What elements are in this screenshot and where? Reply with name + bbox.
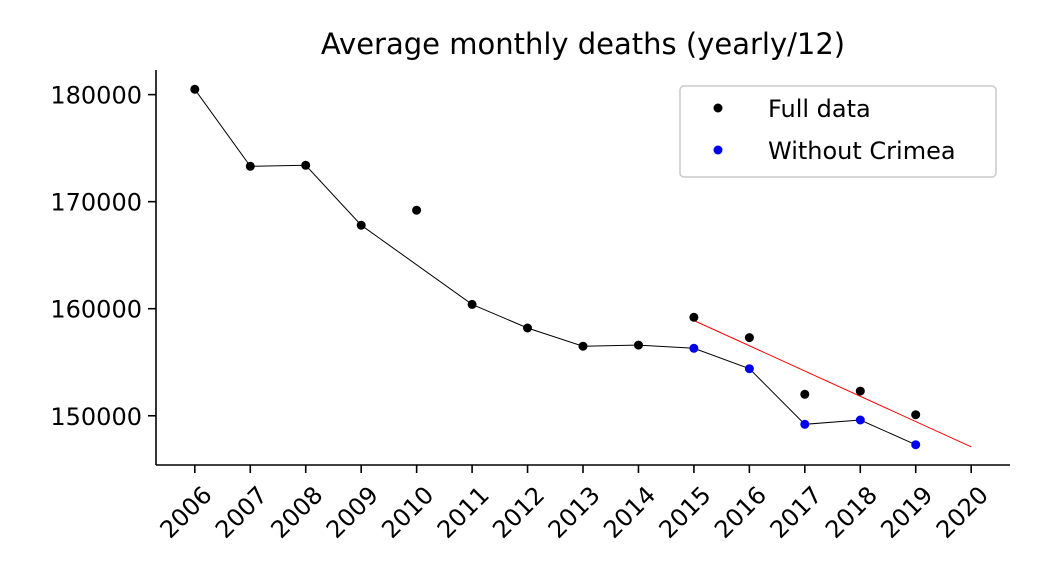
x-tick-label: 2014: [598, 481, 661, 544]
legend: Full data Without Crimea: [679, 85, 997, 178]
data-point-full-data: [744, 333, 754, 343]
data-point-without-crimea: [855, 415, 865, 425]
legend-marker-without-crimea: [713, 145, 723, 155]
x-tick-label: 2013: [543, 481, 606, 544]
data-point-full-data: [412, 205, 422, 215]
trend-line: [693, 320, 972, 448]
data-point-full-data: [301, 160, 311, 170]
x-tick-label: 2020: [931, 481, 994, 544]
data-point-without-crimea: [744, 364, 754, 374]
x-tick-label: 2015: [654, 481, 717, 544]
data-point-without-crimea: [689, 343, 699, 353]
x-tick-label: 2012: [487, 481, 550, 544]
legend-box: [679, 85, 997, 178]
data-point-full-data: [578, 341, 588, 351]
x-tick-label: 2008: [265, 481, 328, 544]
x-tick-label: 2009: [321, 481, 384, 544]
data-point-full-data: [855, 386, 865, 396]
x-tick-label: 2010: [376, 481, 439, 544]
x-tick-label: 2011: [432, 481, 495, 544]
data-point-without-crimea: [800, 419, 810, 429]
y-tick-label: 180000: [50, 82, 142, 110]
plot-area: [190, 84, 972, 450]
x-tick-label: 2018: [820, 481, 883, 544]
data-point-full-data: [911, 410, 921, 420]
data-point-full-data: [467, 299, 477, 309]
legend-marker-full-data: [713, 103, 723, 113]
chart-title: Average monthly deaths (yearly/12): [321, 27, 845, 61]
data-point-full-data: [800, 389, 810, 399]
legend-label-full-data: Full data: [768, 95, 871, 123]
legend-label-without-crimea: Without Crimea: [768, 137, 956, 165]
x-tick-label: 2016: [709, 481, 772, 544]
x-tick-label: 2007: [210, 481, 273, 544]
data-point-full-data: [190, 84, 200, 94]
y-tick-label: 150000: [50, 403, 142, 431]
x-tick-label: 2006: [155, 481, 218, 544]
x-tick-label: 2017: [765, 481, 828, 544]
data-point-full-data: [634, 340, 643, 350]
x-tick-label: 2019: [875, 481, 938, 544]
data-point-full-data: [356, 220, 366, 230]
y-tick-label: 170000: [50, 189, 142, 217]
data-point-full-data: [245, 161, 255, 171]
data-point-without-crimea: [911, 440, 921, 450]
data-point-full-data: [523, 323, 532, 333]
y-tick-label: 160000: [50, 296, 142, 324]
data-point-full-data: [689, 312, 699, 322]
